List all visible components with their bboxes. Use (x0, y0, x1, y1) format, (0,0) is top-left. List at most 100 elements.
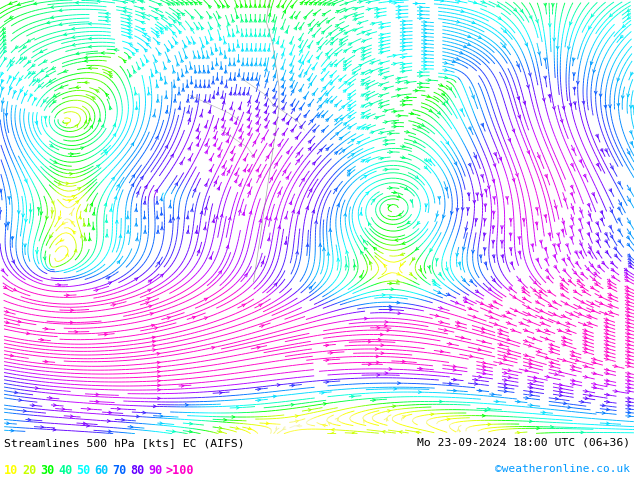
FancyArrowPatch shape (25, 93, 27, 96)
FancyArrowPatch shape (199, 85, 202, 88)
FancyArrowPatch shape (307, 60, 310, 63)
FancyArrowPatch shape (615, 390, 618, 392)
FancyArrowPatch shape (143, 201, 146, 204)
FancyArrowPatch shape (77, 188, 81, 190)
FancyArrowPatch shape (67, 294, 69, 297)
FancyArrowPatch shape (230, 107, 232, 110)
FancyArrowPatch shape (46, 216, 48, 219)
FancyArrowPatch shape (117, 407, 120, 410)
FancyArrowPatch shape (561, 229, 564, 232)
FancyArrowPatch shape (15, 391, 18, 394)
FancyArrowPatch shape (456, 429, 460, 432)
FancyArrowPatch shape (417, 431, 419, 434)
FancyArrowPatch shape (245, 19, 248, 22)
FancyArrowPatch shape (6, 321, 9, 324)
FancyArrowPatch shape (272, 38, 275, 41)
FancyArrowPatch shape (508, 376, 511, 379)
FancyArrowPatch shape (455, 301, 458, 304)
FancyArrowPatch shape (363, 240, 366, 243)
FancyArrowPatch shape (618, 240, 621, 243)
FancyArrowPatch shape (228, 23, 230, 26)
FancyArrowPatch shape (309, 83, 312, 86)
FancyArrowPatch shape (96, 400, 99, 403)
FancyArrowPatch shape (292, 210, 294, 213)
FancyArrowPatch shape (563, 340, 566, 343)
FancyArrowPatch shape (563, 343, 566, 346)
FancyArrowPatch shape (548, 233, 551, 236)
FancyArrowPatch shape (362, 127, 365, 130)
FancyArrowPatch shape (538, 295, 541, 298)
FancyArrowPatch shape (403, 34, 405, 37)
FancyArrowPatch shape (419, 269, 422, 271)
FancyArrowPatch shape (619, 202, 621, 205)
FancyArrowPatch shape (3, 42, 6, 46)
FancyArrowPatch shape (127, 15, 131, 18)
FancyArrowPatch shape (403, 38, 405, 41)
FancyArrowPatch shape (361, 112, 365, 115)
FancyArrowPatch shape (10, 87, 12, 90)
FancyArrowPatch shape (460, 109, 462, 112)
FancyArrowPatch shape (254, 34, 257, 37)
FancyArrowPatch shape (610, 14, 612, 17)
FancyArrowPatch shape (570, 313, 573, 315)
FancyArrowPatch shape (402, 416, 405, 418)
FancyArrowPatch shape (157, 99, 159, 102)
FancyArrowPatch shape (158, 397, 160, 400)
FancyArrowPatch shape (380, 23, 384, 25)
FancyArrowPatch shape (545, 337, 548, 340)
FancyArrowPatch shape (424, 35, 427, 38)
FancyArrowPatch shape (366, 116, 369, 119)
FancyArrowPatch shape (609, 293, 612, 295)
FancyArrowPatch shape (306, 207, 308, 210)
FancyArrowPatch shape (460, 51, 463, 54)
FancyArrowPatch shape (553, 265, 557, 269)
FancyArrowPatch shape (134, 278, 138, 281)
FancyArrowPatch shape (410, 199, 413, 202)
FancyArrowPatch shape (584, 336, 587, 339)
FancyArrowPatch shape (627, 9, 630, 12)
FancyArrowPatch shape (628, 404, 631, 407)
FancyArrowPatch shape (492, 279, 495, 282)
FancyArrowPatch shape (223, 101, 225, 104)
FancyArrowPatch shape (394, 1, 397, 4)
FancyArrowPatch shape (424, 31, 427, 34)
FancyArrowPatch shape (397, 195, 400, 197)
FancyArrowPatch shape (605, 325, 609, 328)
FancyArrowPatch shape (571, 350, 574, 353)
FancyArrowPatch shape (456, 208, 459, 211)
FancyArrowPatch shape (257, 83, 259, 86)
FancyArrowPatch shape (141, 22, 145, 24)
FancyArrowPatch shape (493, 196, 496, 199)
FancyArrowPatch shape (498, 17, 501, 20)
FancyArrowPatch shape (626, 300, 630, 302)
FancyArrowPatch shape (398, 5, 401, 8)
FancyArrowPatch shape (447, 293, 450, 295)
FancyArrowPatch shape (626, 236, 629, 239)
FancyArrowPatch shape (536, 300, 539, 303)
FancyArrowPatch shape (474, 382, 477, 385)
FancyArrowPatch shape (95, 289, 98, 292)
FancyArrowPatch shape (40, 50, 43, 52)
FancyArrowPatch shape (609, 304, 612, 306)
FancyArrowPatch shape (127, 231, 129, 234)
FancyArrowPatch shape (105, 152, 108, 155)
FancyArrowPatch shape (548, 94, 551, 98)
FancyArrowPatch shape (157, 389, 160, 391)
FancyArrowPatch shape (313, 13, 316, 16)
FancyArrowPatch shape (380, 84, 382, 86)
FancyArrowPatch shape (597, 265, 600, 268)
FancyArrowPatch shape (568, 279, 571, 282)
FancyArrowPatch shape (538, 52, 540, 55)
FancyArrowPatch shape (289, 201, 292, 205)
FancyArrowPatch shape (572, 379, 575, 382)
FancyArrowPatch shape (424, 39, 427, 42)
FancyArrowPatch shape (237, 74, 240, 77)
FancyArrowPatch shape (505, 196, 508, 199)
FancyArrowPatch shape (584, 343, 587, 346)
FancyArrowPatch shape (200, 211, 203, 214)
FancyArrowPatch shape (402, 156, 405, 159)
FancyArrowPatch shape (247, 111, 249, 114)
FancyArrowPatch shape (569, 103, 572, 106)
FancyArrowPatch shape (310, 120, 313, 122)
FancyArrowPatch shape (142, 16, 145, 19)
